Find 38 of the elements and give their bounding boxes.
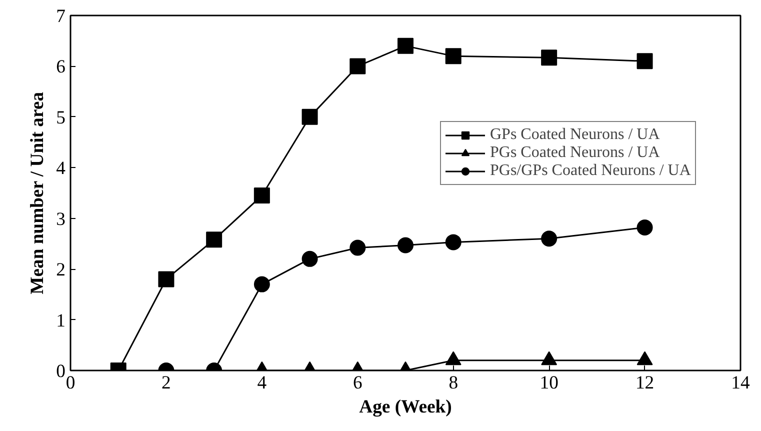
legend-label: PGs/GPs Coated Neurons / UA <box>490 162 691 180</box>
point <box>302 250 318 267</box>
point <box>541 230 558 247</box>
point <box>350 58 366 74</box>
y-tick-label: 3 <box>56 208 66 230</box>
x-tick-label: 8 <box>448 372 458 394</box>
point <box>398 38 414 54</box>
point <box>445 48 462 64</box>
point <box>445 234 462 250</box>
y-tick-label: 7 <box>56 6 66 27</box>
point <box>636 220 653 236</box>
y-tick-label: 6 <box>56 56 66 78</box>
point <box>398 237 414 254</box>
y-tick-label: 5 <box>56 107 66 128</box>
point <box>254 276 270 292</box>
x-tick-label: 12 <box>635 372 654 394</box>
y-tick-label: 2 <box>56 260 66 281</box>
y-tick-label: 4 <box>56 158 66 180</box>
x-tick-label: 14 <box>731 372 750 394</box>
x-tick-label: 10 <box>540 372 558 394</box>
point <box>206 232 222 248</box>
x-tick-label: 2 <box>162 372 171 394</box>
point <box>254 188 270 204</box>
point <box>158 271 174 288</box>
point <box>541 351 558 366</box>
point <box>445 351 462 366</box>
x-axis-title: Age (Week) <box>359 396 452 418</box>
point <box>350 240 366 256</box>
legend-label: GPs Coated Neurons / UA <box>490 126 660 144</box>
point <box>541 50 558 66</box>
point <box>302 108 318 125</box>
y-axis-title: Mean number / Unit area <box>27 91 48 294</box>
point <box>636 53 653 70</box>
legend-label: PGs Coated Neurons / UA <box>490 144 660 162</box>
y-tick-label: 1 <box>56 310 66 332</box>
x-tick-label: 6 <box>352 372 362 394</box>
point <box>636 351 653 366</box>
x-tick-label: 4 <box>257 372 268 394</box>
